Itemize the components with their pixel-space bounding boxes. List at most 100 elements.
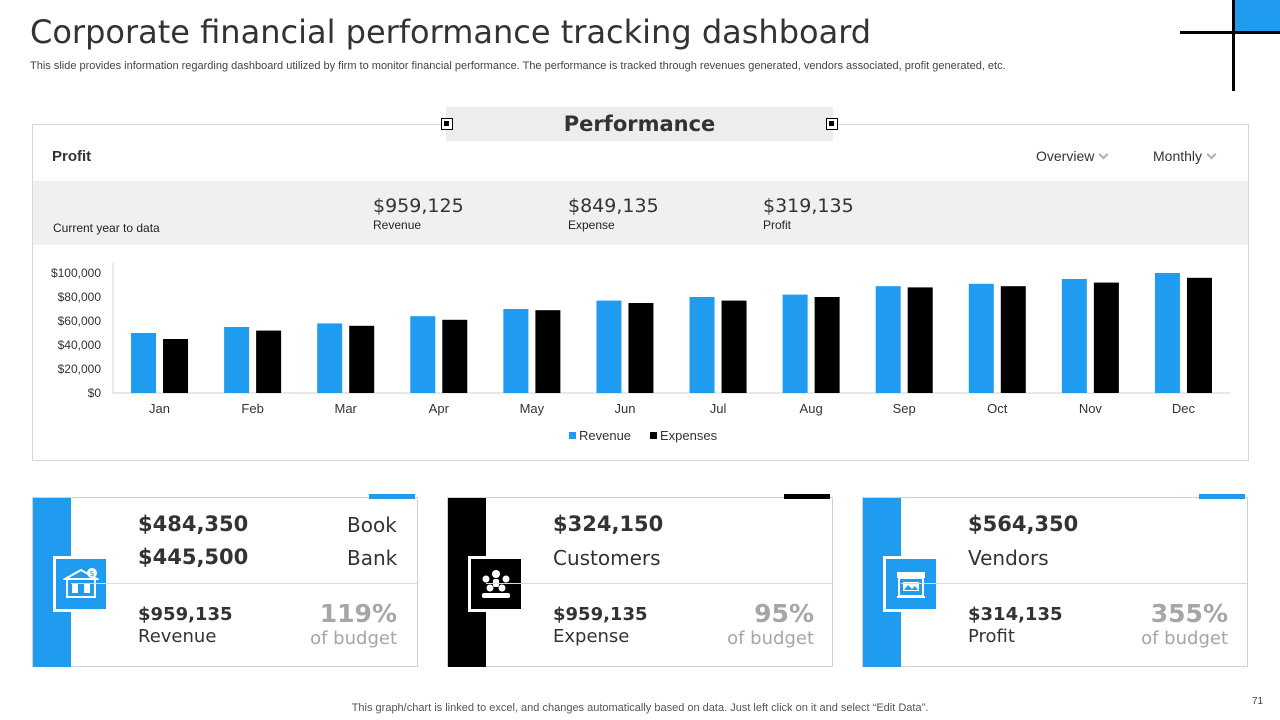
expense-value: $959,135 — [553, 604, 648, 625]
card-book-bank: $ $484,350 Book $445,500 Bank $959,135 R… — [32, 494, 418, 667]
y-tick-label: $0 — [88, 386, 102, 400]
bar-expenses-oct — [1000, 286, 1026, 393]
bar-revenue-jan — [131, 333, 157, 393]
vendor-store-icon — [883, 556, 939, 612]
card-customers: $324,150 Customers $959,135 Expense 95% … — [447, 494, 833, 667]
bar-revenue-apr — [410, 316, 436, 393]
stat-profit: $319,135 Profit — [763, 195, 854, 232]
expense-budget-percent: 95% — [754, 599, 814, 628]
bar-revenue-oct — [968, 283, 994, 393]
expense-budget-label: of budget — [727, 628, 814, 649]
monthly-dropdown[interactable]: Monthly — [1153, 148, 1217, 164]
y-tick-label: $60,000 — [58, 314, 102, 328]
performance-panel — [32, 124, 1249, 461]
bar-revenue-mar — [317, 323, 343, 393]
x-tick-label: Jul — [710, 401, 727, 416]
band-label: Current year to data — [53, 221, 160, 235]
resize-handle-left[interactable] — [441, 118, 453, 130]
x-tick-label: May — [520, 401, 545, 416]
x-tick-label: Oct — [987, 401, 1008, 416]
y-tick-label: $100,000 — [51, 266, 101, 280]
bank-value: $445,500 — [138, 545, 249, 569]
x-tick-label: Sep — [893, 401, 916, 416]
book-value: $484,350 — [138, 512, 249, 536]
bar-expenses-jun — [628, 303, 654, 393]
profit-budget-percent: 355% — [1150, 599, 1228, 628]
bar-revenue-nov — [1061, 279, 1087, 393]
stat-label: Profit — [763, 218, 792, 232]
card-tab — [369, 494, 415, 499]
x-tick-label: Nov — [1079, 401, 1103, 416]
bar-expenses-aug — [814, 297, 840, 393]
summary-band — [33, 181, 1248, 245]
x-tick-label: Dec — [1172, 401, 1196, 416]
revenue-budget-label: of budget — [310, 628, 397, 649]
bar-expenses-may — [535, 310, 561, 393]
x-tick-label: Feb — [241, 401, 263, 416]
bar-expenses-mar — [349, 325, 375, 393]
performance-tab[interactable]: Performance — [446, 107, 833, 141]
x-tick-label: Mar — [335, 401, 358, 416]
performance-tab-label: Performance — [563, 112, 716, 136]
stat-expense: $849,135 Expense — [568, 195, 659, 232]
vendors-label: Vendors — [968, 546, 1049, 570]
resize-handle-right[interactable] — [826, 118, 838, 130]
bar-revenue-may — [503, 309, 529, 393]
bar-expenses-sep — [907, 287, 933, 393]
page-number: 71 — [1252, 696, 1264, 707]
corner-accent-block — [1235, 0, 1280, 32]
y-tick-label: $80,000 — [58, 290, 102, 304]
overview-dropdown[interactable]: Overview — [1036, 148, 1109, 164]
bar-expenses-jul — [721, 300, 747, 393]
profit-section-label: Profit — [52, 148, 92, 165]
page-title: Corporate financial performance tracking… — [30, 13, 872, 51]
bar-revenue-jun — [596, 300, 622, 393]
x-tick-label: Apr — [429, 401, 450, 416]
overview-dropdown-label: Overview — [1036, 148, 1095, 164]
corner-accent-vline — [1232, 0, 1235, 91]
corner-accent-hline — [1180, 31, 1280, 34]
page-subtitle: This slide provides information regardin… — [30, 60, 1006, 72]
revenue-label: Revenue — [138, 626, 217, 647]
bank-label: Bank — [347, 546, 398, 570]
bar-expenses-jan — [163, 339, 189, 393]
stat-revenue: $959,125 Revenue — [373, 195, 464, 232]
profit-value: $314,135 — [968, 604, 1063, 625]
bar-expenses-feb — [256, 330, 282, 393]
revenue-budget-percent: 119% — [319, 599, 397, 628]
card-divider — [901, 583, 1247, 584]
legend-swatch-expenses — [650, 432, 657, 439]
card-tab — [1199, 494, 1245, 499]
customers-label: Customers — [553, 546, 661, 570]
legend-label-expenses: Expenses — [660, 428, 718, 443]
footer-note: This graph/chart is linked to excel, and… — [351, 702, 929, 714]
customers-value: $324,150 — [553, 512, 664, 536]
card-tab — [784, 494, 830, 499]
profit-budget-label: of budget — [1141, 628, 1228, 649]
revenue-value: $959,135 — [138, 604, 233, 625]
card-divider — [71, 583, 417, 584]
chevron-down-icon — [1098, 149, 1109, 160]
bank-building-icon: $ — [53, 556, 109, 612]
bar-revenue-sep — [875, 286, 901, 393]
bar-expenses-apr — [442, 319, 468, 393]
bar-expenses-nov — [1093, 282, 1119, 393]
stat-value: $319,135 — [763, 195, 854, 217]
bar-revenue-aug — [782, 294, 808, 393]
bar-revenue-jul — [689, 297, 715, 393]
bar-revenue-dec — [1154, 273, 1180, 393]
stat-label: Expense — [568, 218, 615, 232]
revenue-expenses-bar-chart[interactable]: $0 $20,000 $40,000 $60,000 $80,000 $100,000 Ja… — [40, 258, 1240, 458]
card-divider — [486, 583, 832, 584]
y-tick-label: $40,000 — [58, 338, 102, 352]
x-tick-label: Jan — [149, 401, 170, 416]
card-vendors: $564,350 Vendors $314,135 Profit 355% of… — [862, 494, 1248, 667]
customers-group-icon — [468, 556, 524, 612]
y-tick-label: $20,000 — [58, 362, 102, 376]
x-tick-label: Aug — [800, 401, 823, 416]
stat-label: Revenue — [373, 218, 422, 232]
chevron-down-icon — [1206, 149, 1217, 160]
profit-label: Profit — [968, 626, 1015, 647]
legend-swatch-revenue — [569, 432, 576, 439]
bar-expenses-dec — [1186, 277, 1212, 393]
